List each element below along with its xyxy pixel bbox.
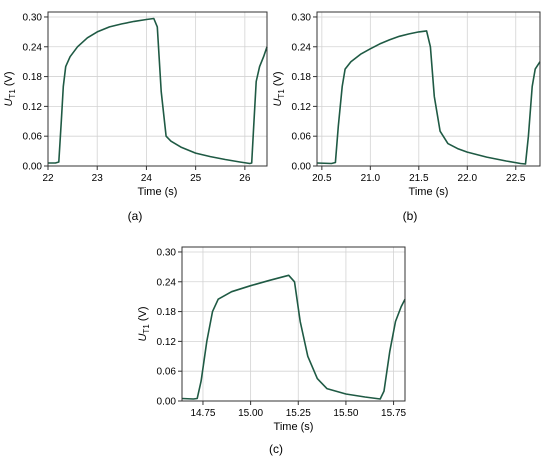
x-axis-label: Time (s): [409, 186, 449, 198]
y-tick-label: 0.18: [157, 307, 177, 318]
y-tick-label: 0.00: [23, 162, 43, 173]
y-tick-label: 0.12: [292, 102, 312, 113]
y-tick-label: 0.18: [292, 72, 312, 83]
y-tick-label: 0.06: [23, 132, 43, 143]
x-tick-label: 24: [141, 173, 153, 184]
y-tick-label: 0.30: [157, 247, 177, 258]
plot-frame: [316, 11, 541, 167]
y-axis-label: UT1 (V): [272, 71, 286, 106]
x-axis-label: Time (s): [138, 186, 178, 198]
panel-c: 14.75 15.00 15.25 15.50 15.75 0.00 0.06 0.12 0.1…: [137, 246, 407, 456]
panel-label: (c): [269, 442, 283, 456]
plot-frame: [181, 246, 406, 402]
x-tick-label: 15.25: [286, 408, 311, 419]
y-tick-label: 0.30: [292, 12, 312, 23]
panel-label: (a): [128, 209, 143, 223]
plot-frame: [47, 11, 268, 167]
series-line: [48, 17, 268, 165]
y-axis-label-subscript: T1: [142, 324, 151, 334]
x-axis-label: Time (s): [274, 421, 314, 433]
x-tick-label: 22.5: [506, 173, 526, 184]
y-tick-label: 0.00: [292, 162, 312, 173]
y-tick-label: 0.00: [157, 397, 177, 408]
y-tick-label: 0.24: [292, 42, 312, 53]
y-tick-label: 0.12: [23, 102, 43, 113]
x-tick-label: 22.0: [458, 173, 478, 184]
y-axis-label-symbol: U: [3, 99, 15, 107]
y-axis-label-unit: (V): [3, 71, 15, 89]
x-tick-label: 25: [190, 173, 202, 184]
y-axis-label-unit: (V): [272, 71, 284, 89]
series-line: [316, 30, 541, 165]
x-tick-label: 15.00: [238, 408, 263, 419]
y-tick-label: 0.24: [157, 277, 177, 288]
series-line: [181, 274, 406, 400]
y-axis-label-subscript: T1: [277, 89, 286, 99]
x-tick-label: 15.50: [333, 408, 358, 419]
y-axis-label: UT1 (V): [3, 71, 17, 106]
x-tick-label: 21.0: [361, 173, 381, 184]
x-tick-label: 20.5: [312, 173, 332, 184]
y-tick-label: 0.06: [292, 132, 312, 143]
panel-b: 20.5 21.0 21.5 22.0 22.5 0.00 0.06 0.12 0.18 0.24…: [272, 11, 541, 223]
y-tick-label: 0.18: [23, 72, 43, 83]
y-tick-label: 0.12: [157, 337, 177, 348]
x-tick-label: 22: [42, 173, 54, 184]
x-tick-label: 21.5: [409, 173, 429, 184]
y-axis-label-subscript: T1: [8, 89, 17, 99]
x-tick-label: 15.75: [381, 408, 406, 419]
y-tick-label: 0.06: [157, 367, 177, 378]
y-axis-label-symbol: U: [272, 99, 284, 107]
panel-label: (b): [403, 209, 418, 223]
y-axis-label-unit: (V): [137, 306, 149, 324]
y-axis-label: UT1 (V): [137, 306, 151, 341]
x-tick-label: 23: [92, 173, 104, 184]
y-tick-label: 0.24: [23, 42, 43, 53]
panel-a: 22 23 24 25 26 0.00 0.06 0.12 0.18 0.24 0.30 Time (…: [3, 11, 268, 223]
y-axis-label-symbol: U: [137, 334, 149, 342]
x-tick-label: 26: [239, 173, 251, 184]
y-tick-label: 0.30: [23, 12, 43, 23]
x-tick-label: 14.75: [190, 408, 215, 419]
